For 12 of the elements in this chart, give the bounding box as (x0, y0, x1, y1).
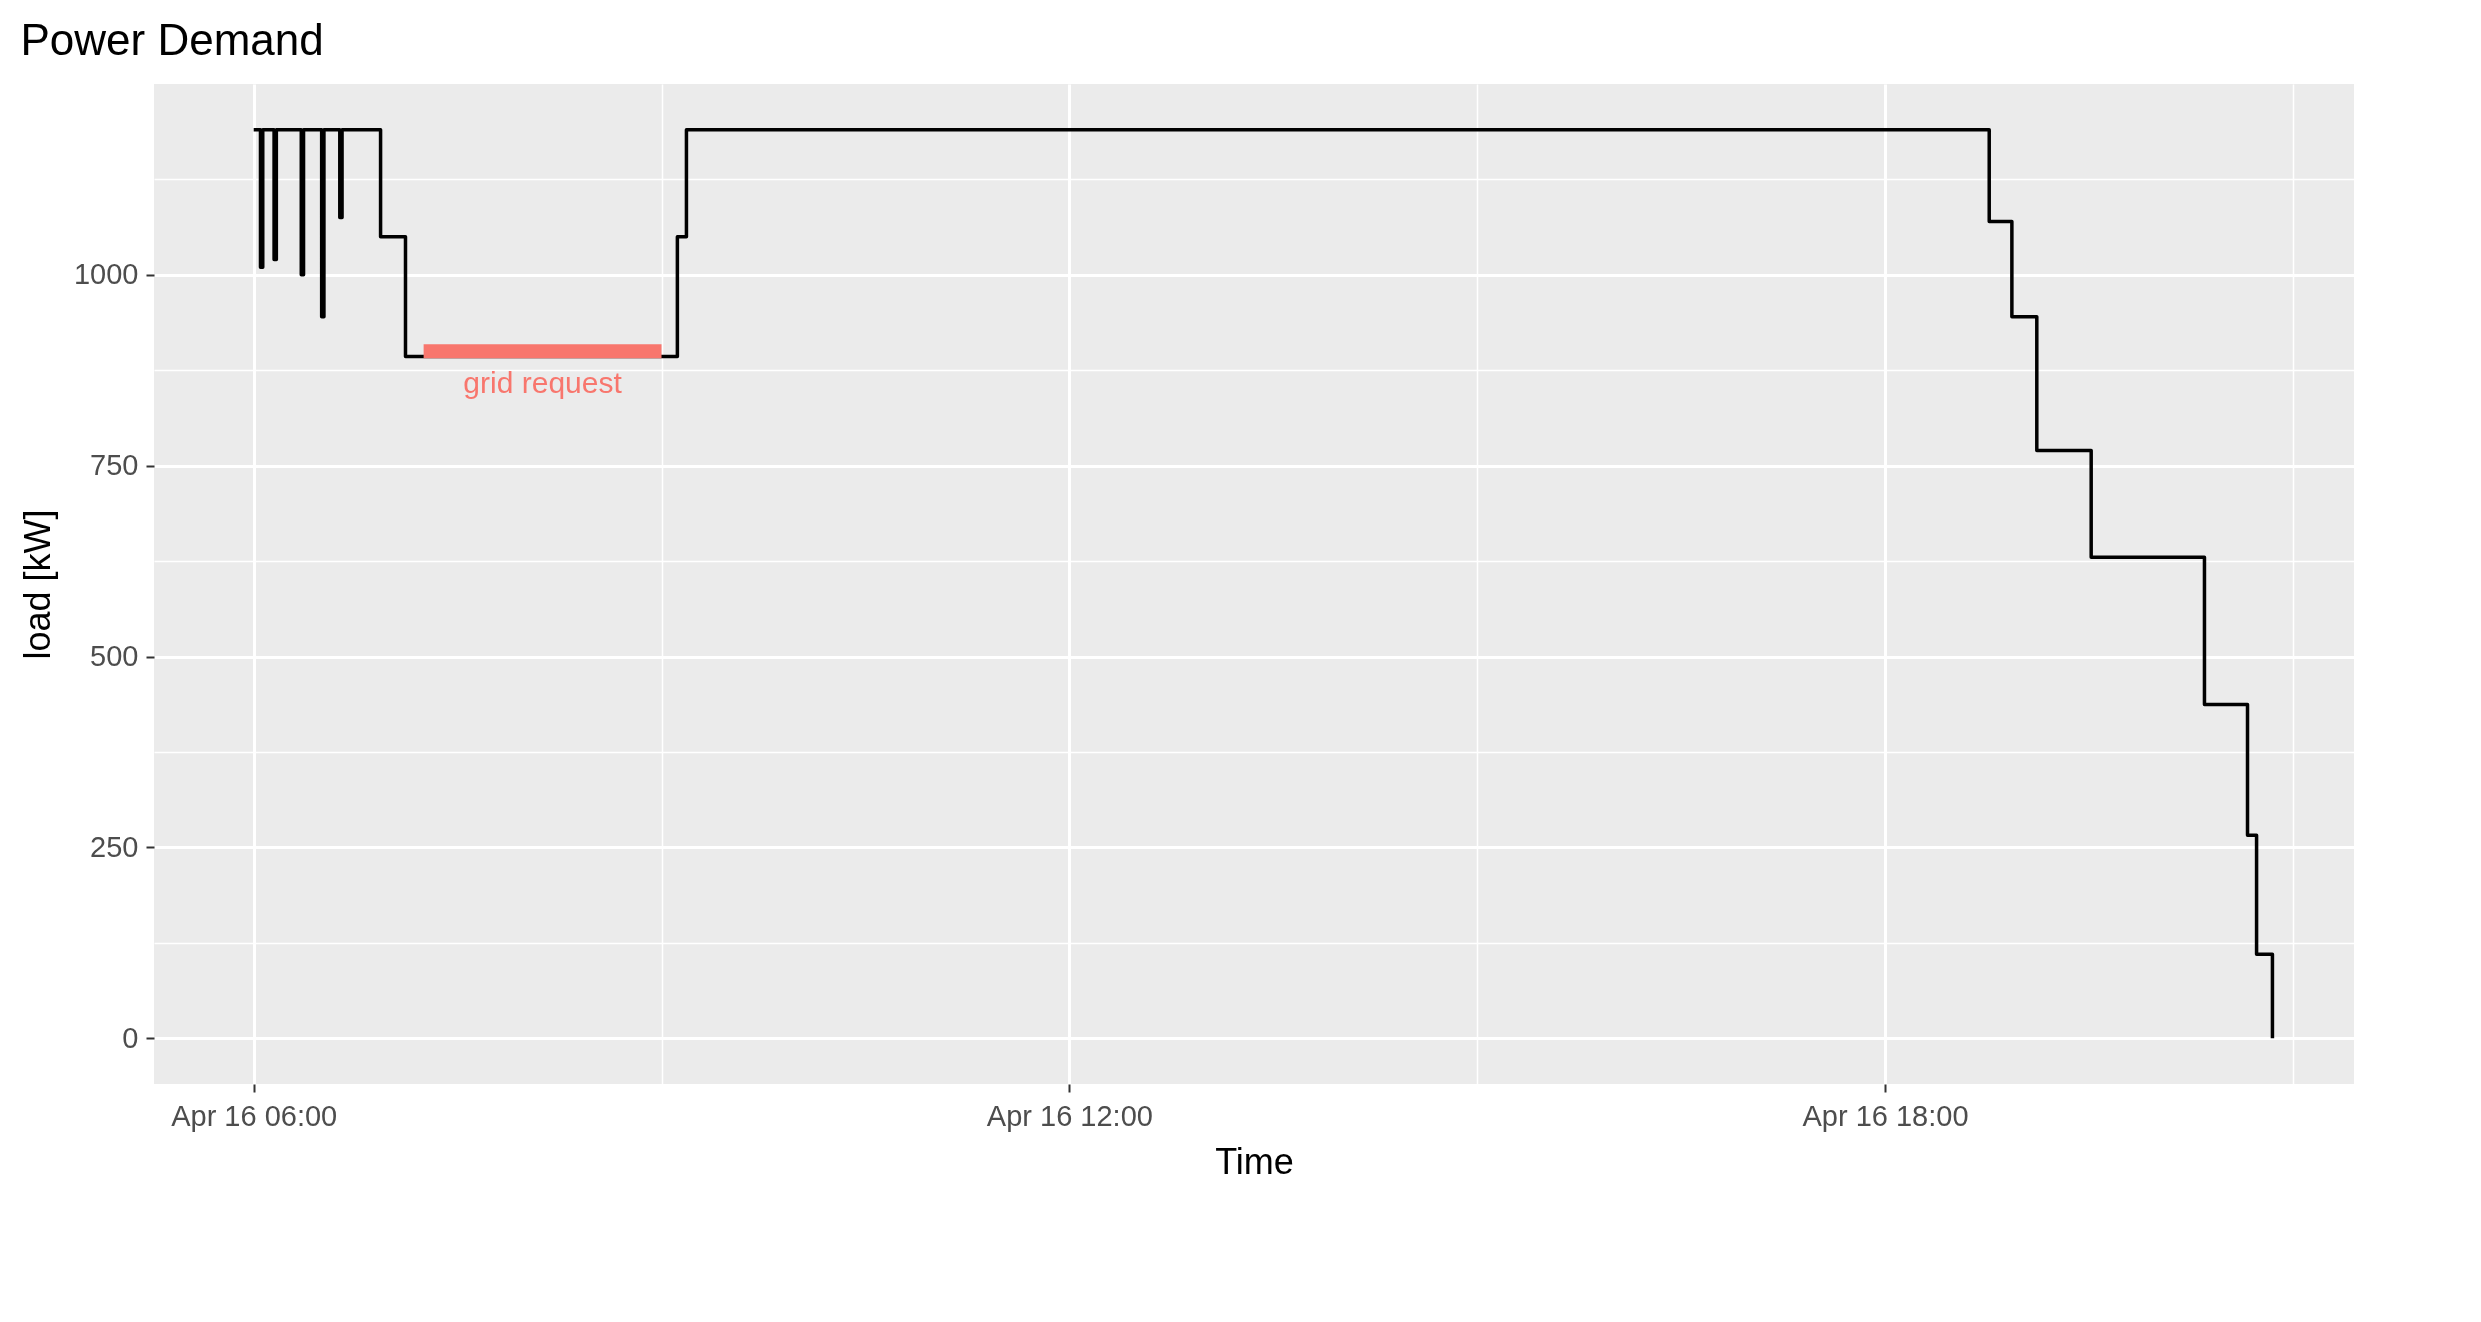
x-tick-label: Apr 16 12:00 (986, 1099, 1153, 1132)
x-axis-title: Time (1215, 1140, 1294, 1182)
y-tick-label: 500 (90, 640, 139, 673)
series-label: grid request (463, 366, 623, 400)
x-tick-label: Apr 16 06:00 (171, 1099, 338, 1132)
chart-title: Power Demand (20, 15, 324, 64)
y-axis-title: load [kW] (16, 509, 58, 660)
y-tick-label: 250 (90, 830, 139, 863)
x-tick-label: Apr 16 18:00 (1802, 1099, 1969, 1132)
y-tick-label: 1000 (73, 258, 139, 291)
y-tick-label: 750 (90, 449, 139, 482)
y-tick-label: 0 (122, 1021, 139, 1054)
